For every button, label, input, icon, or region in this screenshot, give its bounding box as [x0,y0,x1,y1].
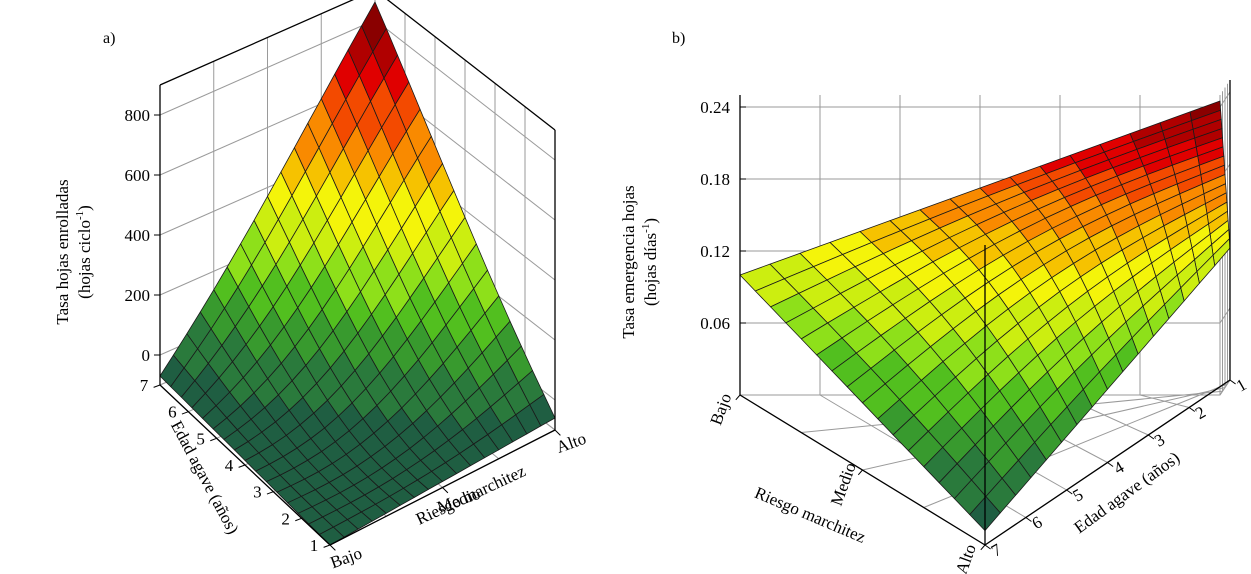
chart-b-risk-axis-title: Riesgo marchitez [752,483,869,547]
chart-a-age-tick [323,544,331,548]
chart-a-age-tick [238,464,246,468]
chart-b-risk-tick-label: Medio [827,460,860,508]
chart-a-age-tick-label: 2 [281,509,290,528]
chart-a-risk-tick [329,544,336,551]
chart-b-age-tick-label: 4 [1110,457,1127,478]
chart-a-risk-tick [442,487,449,494]
chart-b-age-axis-title: Edad agave (años) [1070,448,1183,537]
chart-a-panel-label: a) [103,30,115,47]
chart-b-surface [739,100,1231,531]
chart-a-risk-tick-label: Alto [554,429,589,457]
chart-a-age-tick-label: 5 [196,429,205,448]
chart-a-age-tick [153,384,161,388]
chart-b-age-tick-label: 3 [1151,430,1168,451]
chart-b-risk-tick [980,544,986,551]
chart-a-age-tick [295,517,302,522]
chart-a-z-tick-label: 600 [125,166,151,185]
chart-a-age-tick-label: 4 [225,456,234,475]
chart-a-z-tick-label: 200 [125,286,151,305]
chart-b-z-tick-label: 0.18 [700,170,730,189]
chart-b-z-tick-label: 0.24 [700,98,730,117]
chart-b-risk-tick-label: Bajo [706,391,735,428]
chart-a-age-tick-label: 1 [310,536,319,555]
chart-a-grid-line [159,19,376,116]
chart-b-age-tick-label: 1 [1233,375,1250,396]
chart-a-zlabel-line1: Tasa hojas enrolladas [53,179,72,324]
chart-a-age-tick-label: 3 [253,483,262,502]
chart-b-age-tick-label: 6 [1029,512,1046,533]
chart-b-age-tick-label: 7 [988,540,1005,561]
chart-a-age-tick-label: 6 [168,403,177,422]
chart-b-z-tick-label: 0.06 [700,314,730,333]
chart-b-zlabel-line1: Tasa emergencia hojas [619,185,638,338]
chart-b-age-tick [1107,462,1114,467]
chart-b-age-tick [1148,434,1155,440]
chart-a-frame-edge [386,0,556,131]
chart-a-age-tick [266,491,274,495]
chart-b-z-axis-title: Tasa emergencia hojas (hojas días-1) [619,185,660,338]
chart-a-z-tick-label: 400 [125,226,151,245]
chart-a-z-axis-title: Tasa hojas enrolladas (hojas ciclo-1) [53,179,94,324]
chart-b-age-tick [1066,489,1073,495]
chart-a-z-tick-label: 800 [125,106,151,125]
chart-a-z-tick-label: 0 [142,346,151,365]
chart-a-surface [159,1,556,546]
chart-a-risk-tick [554,429,561,436]
chart-a-age-tick [181,411,189,415]
chart-b-grid-line [740,91,1231,108]
chart-a-grid-line [374,19,556,161]
chart-b-risk-tick [857,469,863,476]
chart-b-age-tick [1229,379,1236,385]
chart-b-age-tick-label: 5 [1069,485,1086,506]
chart-b-age-tick [1188,407,1196,412]
chart-b-risk-tick [735,394,741,401]
chart-b-age-tick [1025,517,1032,522]
chart-b-risk-tick-label: Alto [952,542,980,574]
chart-b-age-tick [984,544,991,550]
chart-a-zlabel-line2: (hojas ciclo-1) [74,205,94,299]
chart-b-zlabel-line2: (hojas días-1) [640,218,660,306]
chart-b-panel-label: b) [672,30,685,47]
chart-a-frame-edge [159,0,354,86]
chart-a-surface-patch [361,1,387,53]
chart-b-z-tick-label: 0.12 [700,242,730,261]
chart-a-age-tick-label: 7 [140,376,149,395]
chart-a-age-tick [210,437,217,442]
chart-b-age-tick-label: 2 [1192,402,1209,423]
